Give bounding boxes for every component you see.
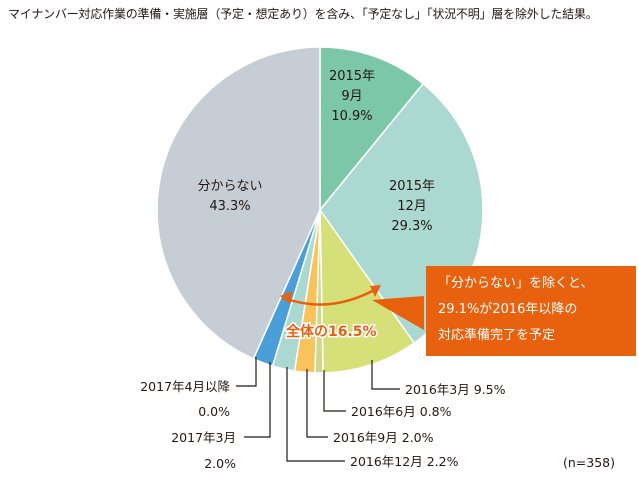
callout-box: 「分からない」を除くと、 29.1%が2016年以降の 対応準備完了を予定 (426, 266, 636, 356)
leader-line-s2016-6 (323, 370, 346, 412)
leader-label-s2016-12: 2016年12月 2.2% (350, 454, 459, 469)
leader-label-s2017-3: 2.0% (204, 456, 236, 471)
slice-label-s2015-12: 2015年 (389, 179, 435, 194)
slice-label-s2015-12: 12月 (397, 199, 427, 214)
callout-pointer (372, 296, 424, 330)
chart-note: マイナンバー対応作業の準備・実施層（予定・想定あり）を含み、「予定なし」「状況不… (8, 7, 598, 21)
leader-label-s2016-6: 2016年6月 0.8% (351, 404, 452, 419)
sample-size: (n=358) (563, 455, 616, 470)
leader-line-s2016-3 (371, 360, 400, 390)
leader-label-s2017-4: 0.0% (198, 404, 230, 419)
leader-line-s2017-3 (244, 362, 271, 438)
bracket-label: 全体の16.5% (285, 323, 377, 340)
slice-label-unknown: 分からない (197, 179, 262, 194)
leader-label-s2016-3: 2016年3月 9.5% (405, 382, 506, 397)
pie-slice-s2015-9 (319, 46, 425, 213)
pie-slice-s2016-3 (319, 207, 416, 374)
leader-line-s2016-12 (286, 367, 345, 462)
slice-label-s2015-9: 2015年 (329, 69, 375, 84)
slice-label-unknown: 43.3% (209, 199, 250, 214)
callout-line-2: 29.1%が2016年以降の (438, 302, 578, 317)
leader-label-s2016-9: 2016年9月 2.0% (333, 430, 434, 445)
slice-label-s2015-9: 10.9% (331, 109, 372, 124)
callout-line-1: 「分からない」を除くと、 (438, 276, 594, 291)
bracket-arrowhead-right (370, 285, 381, 297)
bracket-arrowhead-left (280, 291, 292, 304)
callout-line-3: 対応準備完了を予定 (438, 328, 556, 343)
slice-labels: 2015年 9月 10.9% 2015年 12月 29.3% 分からない 43.3% (197, 69, 435, 234)
leader-lines: 2016年3月 9.5% 2016年6月 0.8% 2016年9月 2.0% 2016… (140, 357, 506, 471)
pie-slices (156, 46, 484, 374)
leader-label-s2017-3: 2017年3月 (171, 430, 236, 445)
slice-label-s2015-9: 9月 (341, 89, 362, 104)
leader-label-s2017-4: 2017年4月以降 (140, 379, 230, 394)
pie-slice-unknown (156, 46, 321, 360)
leader-line-s2017-4 (236, 357, 257, 387)
slice-label-s2015-12: 29.3% (391, 219, 432, 234)
leader-line-s2016-9 (306, 369, 328, 438)
bracket-arc (283, 286, 379, 306)
